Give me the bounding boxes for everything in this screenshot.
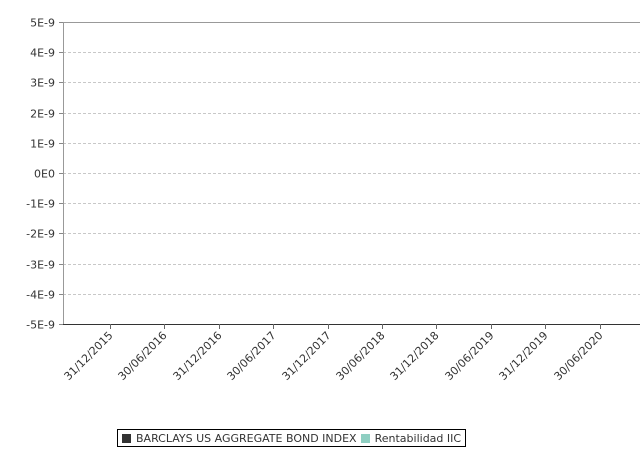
legend-label-barclays: BARCLAYS US AGGREGATE BOND INDEX xyxy=(136,431,357,445)
y-tick-label: 3E-9 xyxy=(30,77,55,90)
x-tick-label: 31/12/2019 xyxy=(497,329,551,383)
y-tick-label: -3E-9 xyxy=(26,259,55,272)
x-tick-label: 31/12/2018 xyxy=(388,329,442,383)
y-tick-label: -2E-9 xyxy=(26,228,55,241)
x-tick-label: 30/06/2018 xyxy=(334,329,388,383)
y-tick-label: 0E0 xyxy=(34,168,55,181)
x-tick-label: 31/12/2016 xyxy=(171,329,225,383)
x-tick-label: 30/06/2017 xyxy=(225,329,279,383)
y-tick-label: 4E-9 xyxy=(30,47,55,60)
y-axis-ticks: 5E-9 4E-9 3E-9 2E-9 1E-9 0E0 -1E-9 -2E-9 -3E-9 -4… xyxy=(26,17,63,332)
y-tick-label: 2E-9 xyxy=(30,108,55,121)
axes xyxy=(63,22,640,325)
legend-item-barclays: BARCLAYS US AGGREGATE BOND INDEX xyxy=(122,432,357,445)
y-tick-label: -1E-9 xyxy=(26,198,55,211)
x-tick-label: 30/06/2019 xyxy=(443,329,497,383)
legend-swatch-barclays xyxy=(122,433,131,443)
legend-swatch-rentabilidad xyxy=(360,433,370,443)
y-tick-label: -4E-9 xyxy=(26,289,55,302)
x-tick-label: 31/12/2017 xyxy=(280,329,334,383)
y-tick-label: -5E-9 xyxy=(26,319,55,332)
y-tick-label: 1E-9 xyxy=(30,138,55,151)
y-tick-label: 5E-9 xyxy=(30,17,55,30)
x-axis-ticks: 31/12/2015 30/06/2016 31/12/2016 30/06/2017… xyxy=(62,324,606,383)
legend: BARCLAYS US AGGREGATE BOND INDEX Rentabi… xyxy=(117,429,467,447)
legend-item-rentabilidad: Rentabilidad IIC xyxy=(360,431,462,445)
x-tick-label: 31/12/2015 xyxy=(62,329,116,383)
x-tick-label: 30/06/2020 xyxy=(552,329,606,383)
legend-label-rentabilidad: Rentabilidad IIC xyxy=(374,431,462,445)
x-tick-label: 30/06/2016 xyxy=(116,329,170,383)
gridlines xyxy=(63,52,640,295)
